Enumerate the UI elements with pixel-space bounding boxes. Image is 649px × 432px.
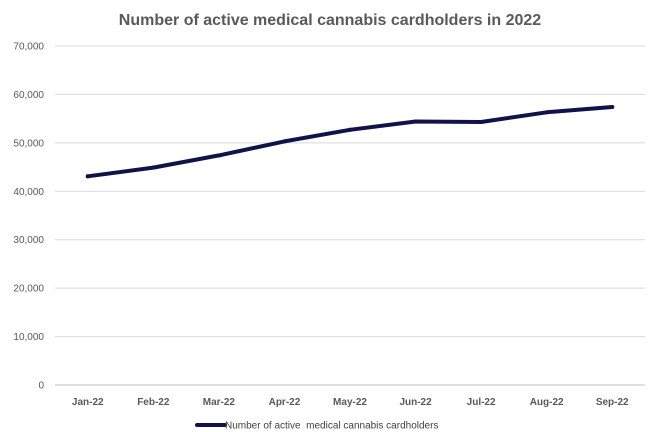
x-tick-label: Jan-22: [72, 397, 104, 408]
x-tick-label: Apr-22: [269, 397, 301, 408]
y-tick-label: 10,000: [13, 332, 44, 343]
y-tick-label: 40,000: [13, 187, 44, 198]
gridlines: [55, 46, 645, 385]
series-line: [88, 107, 612, 176]
x-tick-label: Mar-22: [203, 397, 236, 408]
data-point: [151, 166, 155, 170]
y-tick-label: 70,000: [13, 42, 44, 53]
x-tick-label: Feb-22: [137, 397, 170, 408]
y-tick-label: 0: [38, 381, 44, 392]
y-tick-label: 50,000: [13, 138, 44, 149]
legend-label: Number of active medical cannabis cardho…: [225, 421, 438, 432]
y-tick-label: 30,000: [13, 235, 44, 246]
x-tick-label: Jul-22: [467, 397, 496, 408]
data-point: [414, 120, 418, 124]
x-tick-label: Jun-22: [399, 397, 432, 408]
x-axis-ticks: Jan-22 Feb-22 Mar-22 Apr-22 May-22 Jun-22 Jul-…: [72, 397, 629, 408]
data-point: [282, 139, 286, 143]
x-tick-label: Aug-22: [530, 397, 564, 408]
legend: Number of active medical cannabis cardho…: [197, 421, 438, 432]
data-point: [217, 153, 221, 157]
series-lines: [86, 105, 614, 178]
data-point: [479, 120, 483, 124]
y-tick-label: 60,000: [13, 90, 44, 101]
data-point: [610, 105, 614, 109]
x-tick-label: May-22: [333, 397, 367, 408]
data-point: [545, 110, 549, 114]
y-tick-label: 20,000: [13, 284, 44, 295]
x-tick-label: Sep-22: [596, 397, 629, 408]
chart-title: Number of active medical cannabis cardho…: [119, 12, 541, 29]
y-axis-ticks: 0 10,000 20,000 30,000 40,000 50,000 60,000 70,…: [13, 42, 44, 392]
data-point: [348, 128, 352, 132]
data-point: [86, 174, 90, 178]
